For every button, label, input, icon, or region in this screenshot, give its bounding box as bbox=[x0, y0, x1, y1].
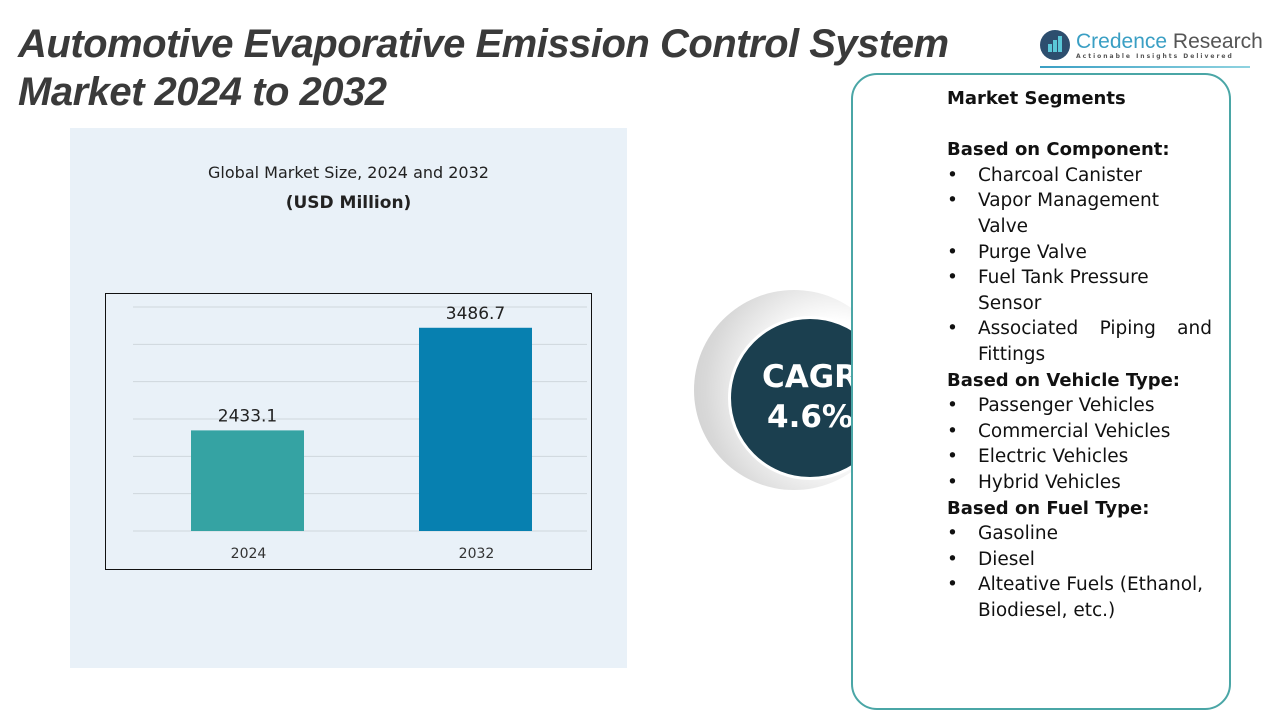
title-line-2: Market 2024 to 2032 bbox=[18, 70, 387, 114]
segments-heading: Market Segments bbox=[947, 88, 1126, 109]
segment-item: Commercial Vehicles bbox=[947, 419, 1212, 445]
x-tick-label: 2032 bbox=[459, 546, 495, 562]
segment-item: Vapor Management Valve bbox=[947, 188, 1212, 239]
page-title: Automotive Evaporative Emission Control … bbox=[18, 20, 949, 116]
segment-item: Electric Vehicles bbox=[947, 444, 1212, 470]
bar-2032 bbox=[419, 327, 532, 531]
logo-tagline: Actionable Insights Delivered bbox=[1076, 52, 1234, 60]
chart-title: Global Market Size, 2024 and 2032 bbox=[208, 163, 489, 182]
chart-frame bbox=[105, 293, 592, 570]
chart-subtitle: (USD Million) bbox=[285, 193, 412, 213]
segment-item: Fuel Tank Pressure Sensor bbox=[947, 265, 1212, 316]
segment-item: Hybrid Vehicles bbox=[947, 470, 1212, 496]
cagr-label: CAGR bbox=[761, 359, 859, 395]
segment-item: Gasoline bbox=[947, 521, 1212, 547]
logo-name-a: Credence bbox=[1076, 29, 1168, 53]
logo-underline bbox=[1040, 66, 1250, 68]
logo-chart-icon bbox=[1040, 30, 1070, 60]
segment-item: Purge Valve bbox=[947, 240, 1212, 266]
cagr-value: 4.6% bbox=[767, 399, 853, 435]
bar-2024 bbox=[191, 430, 304, 531]
title-line-1: Automotive Evaporative Emission Control … bbox=[18, 22, 949, 66]
segment-item: Passenger Vehicles bbox=[947, 393, 1212, 419]
segment-group-title: Based on Vehicle Type: bbox=[947, 369, 1181, 391]
credence-logo: Credence Research Actionable Insights De… bbox=[1040, 30, 1263, 60]
segment-item: Charcoal Canister bbox=[947, 163, 1212, 189]
segment-item: Alteative Fuels (Ethanol, Biodiesel, etc… bbox=[947, 572, 1212, 623]
segments-list: Market Segments Based on Component:Charc… bbox=[947, 86, 1212, 623]
segment-item: Associated Piping and Fittings bbox=[947, 316, 1212, 367]
segment-group-title: Based on Component: bbox=[947, 139, 1170, 161]
x-tick-label: 2024 bbox=[231, 546, 267, 562]
chart-panel bbox=[70, 128, 627, 668]
data-label: 2433.1 bbox=[218, 406, 277, 426]
segment-group-title: Based on Fuel Type: bbox=[947, 497, 1150, 519]
logo-name-b: Research bbox=[1167, 29, 1263, 53]
data-label: 3486.7 bbox=[446, 304, 505, 324]
segment-item: Diesel bbox=[947, 547, 1212, 573]
